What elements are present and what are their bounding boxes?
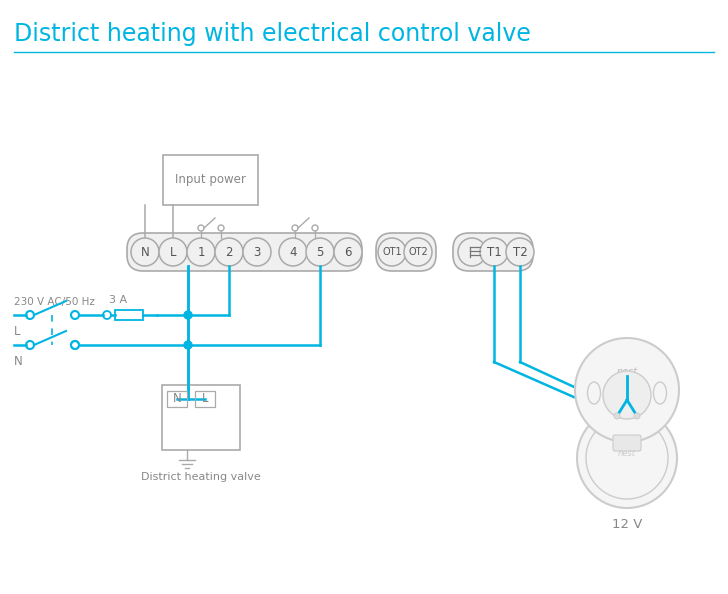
Text: nest: nest — [618, 448, 636, 457]
FancyBboxPatch shape — [127, 233, 362, 271]
Text: T1: T1 — [486, 245, 502, 258]
Text: 6: 6 — [344, 245, 352, 258]
Text: District heating with electrical control valve: District heating with electrical control… — [14, 22, 531, 46]
Circle shape — [378, 238, 406, 266]
Text: 230 V AC/50 Hz: 230 V AC/50 Hz — [14, 297, 95, 307]
Circle shape — [184, 311, 192, 319]
Circle shape — [187, 238, 215, 266]
FancyBboxPatch shape — [376, 233, 436, 271]
Circle shape — [634, 413, 640, 419]
FancyBboxPatch shape — [453, 233, 533, 271]
Text: nest: nest — [617, 367, 638, 377]
Text: District heating valve: District heating valve — [141, 472, 261, 482]
Circle shape — [131, 238, 159, 266]
Circle shape — [506, 238, 534, 266]
Text: 3 A: 3 A — [109, 295, 127, 305]
Circle shape — [603, 371, 651, 419]
Text: 2: 2 — [225, 245, 233, 258]
Text: L: L — [170, 245, 176, 258]
Text: N: N — [141, 245, 149, 258]
Text: L: L — [202, 393, 208, 406]
Circle shape — [279, 238, 307, 266]
Text: 12 V: 12 V — [612, 518, 642, 531]
Text: N: N — [14, 355, 23, 368]
Circle shape — [480, 238, 508, 266]
Circle shape — [575, 338, 679, 442]
Text: 1: 1 — [197, 245, 205, 258]
Text: 4: 4 — [289, 245, 297, 258]
Text: T2: T2 — [513, 245, 527, 258]
Text: L: L — [14, 325, 20, 338]
Circle shape — [586, 417, 668, 499]
Circle shape — [184, 341, 192, 349]
Circle shape — [577, 408, 677, 508]
Circle shape — [159, 238, 187, 266]
Text: OT1: OT1 — [382, 247, 402, 257]
Circle shape — [614, 413, 620, 419]
FancyBboxPatch shape — [613, 435, 641, 451]
Circle shape — [306, 238, 334, 266]
Text: 3: 3 — [253, 245, 261, 258]
Circle shape — [243, 238, 271, 266]
Text: Input power: Input power — [175, 173, 246, 187]
Text: 5: 5 — [316, 245, 324, 258]
Circle shape — [404, 238, 432, 266]
Text: OT2: OT2 — [408, 247, 428, 257]
Circle shape — [458, 238, 486, 266]
Circle shape — [215, 238, 243, 266]
Circle shape — [334, 238, 362, 266]
Text: N: N — [173, 393, 181, 406]
